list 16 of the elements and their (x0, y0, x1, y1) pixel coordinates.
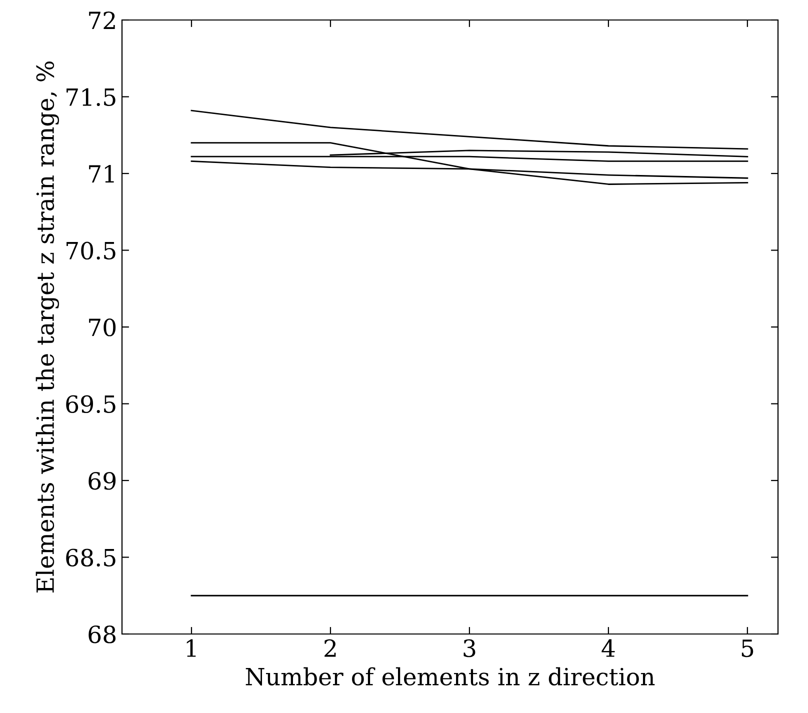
y-tick-label: 71 (89, 164, 114, 182)
y-tick-label: 69.5 (66, 395, 116, 414)
y-tick-label: 72 (89, 11, 115, 29)
y-tick-label: 68 (88, 625, 116, 644)
x-tick-label: 5 (742, 640, 754, 658)
x-tick-label: 1 (186, 639, 196, 657)
y-tick-label: 71.5 (66, 88, 116, 106)
y-tick-label: 68.5 (66, 548, 116, 567)
x-axis-title: Number of elements in z direction (246, 667, 655, 686)
y-tick-label: 70 (89, 318, 116, 336)
y-axis-title: Elements within the target z strain range, % (36, 62, 60, 592)
x-tick-label: 2 (324, 639, 336, 657)
x-tick-label: 3 (464, 639, 476, 658)
x-tick-label: 4 (602, 639, 615, 657)
y-tick-label: 70.5 (66, 242, 116, 260)
y-tick-label: 69 (88, 472, 116, 490)
